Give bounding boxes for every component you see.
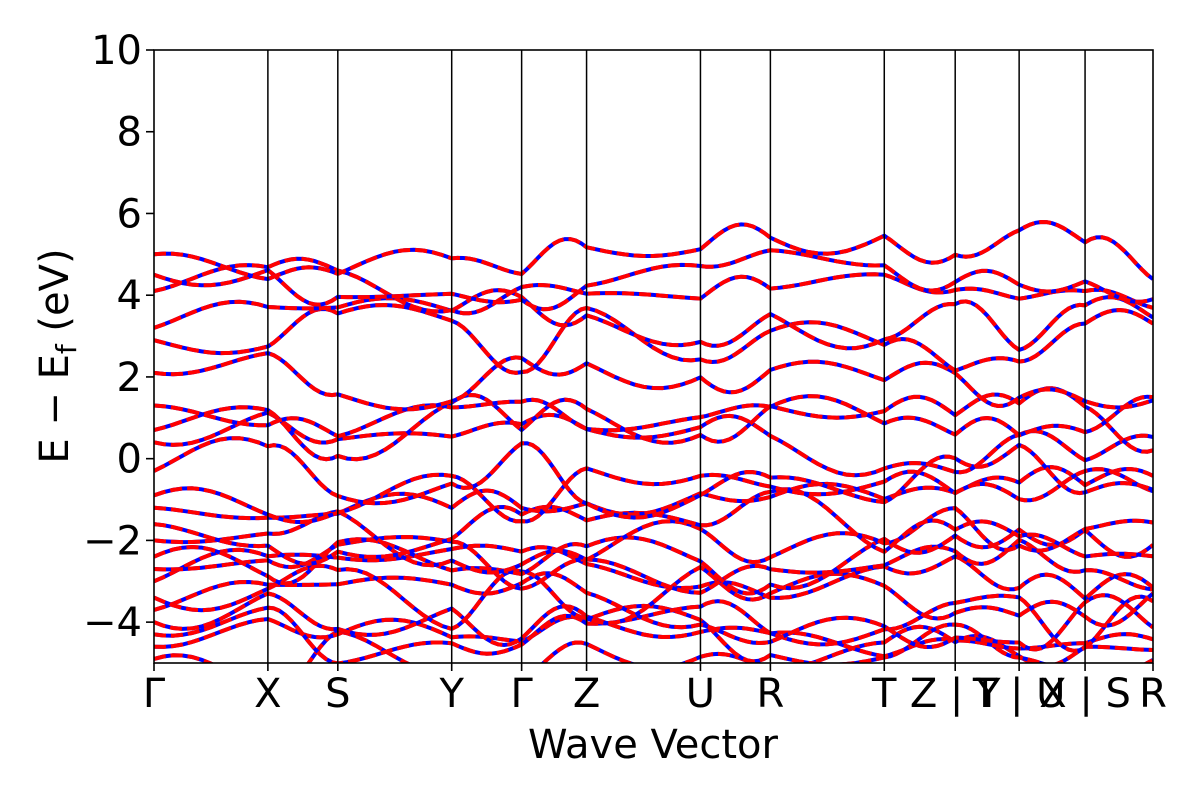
y-tick-label: 2 <box>117 355 142 401</box>
x-tick-label: Y <box>438 671 464 717</box>
y-tick-label: 6 <box>117 191 142 237</box>
bands-group <box>154 219 1153 663</box>
x-tick-label: R <box>756 671 784 717</box>
band-line-blue <box>154 394 1153 439</box>
y-tick-label: 10 <box>91 28 142 74</box>
y-tick-label: 8 <box>117 110 142 156</box>
x-tick-label: Z <box>573 671 600 717</box>
y-tick-label: 4 <box>117 273 142 319</box>
x-tick-label: Γ <box>510 671 533 717</box>
x-tick-label: Γ <box>143 671 166 717</box>
x-tick-label: Z | Y <box>910 671 1001 717</box>
x-tick-label: X <box>254 671 281 717</box>
x-tick-label: S <box>325 671 350 717</box>
high-symmetry-lines <box>267 50 1086 663</box>
band-line-blue <box>154 219 1153 282</box>
x-tick-label: T <box>871 671 897 717</box>
y-tick-label: −2 <box>83 518 142 564</box>
x-tick-label: T | U <box>972 671 1066 717</box>
band-line-red <box>154 351 1153 412</box>
band-line-red <box>154 302 1153 375</box>
band-line-red <box>154 465 1153 521</box>
x-axis-label: Wave Vector <box>528 722 779 768</box>
plot-frame <box>153 49 1154 664</box>
y-tick-label: −4 <box>83 600 142 646</box>
y-tick-label: 0 <box>117 437 142 483</box>
x-tick-label: U <box>686 671 715 717</box>
band-line-red <box>154 394 1153 439</box>
x-tick-label: X | S <box>1039 671 1131 717</box>
x-tick-label: R <box>1139 671 1167 717</box>
y-axis-label: E − Ef (eV) <box>32 248 83 463</box>
band-line-red <box>154 219 1153 282</box>
y-axis-ticks: −4 −2 0 2 4 6 8 10 <box>83 28 154 646</box>
